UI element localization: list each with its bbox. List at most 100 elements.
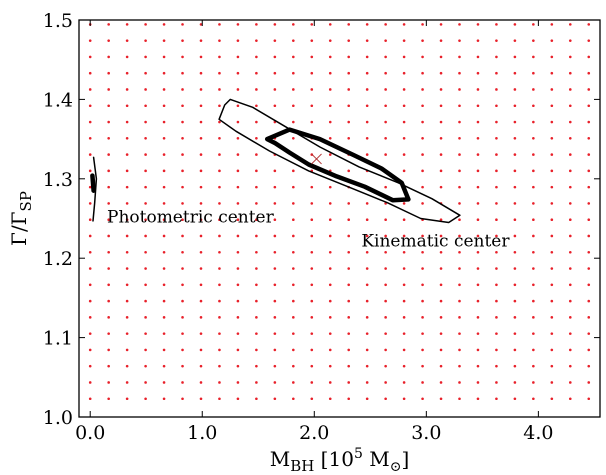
grid-point [162,364,166,368]
grid-point [513,234,517,238]
grid-point [513,23,517,26]
grid-point [347,267,351,270]
grid-point [476,55,480,59]
grid-point [421,316,424,319]
grid-point [328,185,332,189]
grid-point [587,39,591,42]
grid-point [439,316,443,319]
grid-point [476,104,480,108]
grid-point [495,23,498,26]
x-tick-label: 4.0 [523,422,553,444]
grid-point [162,153,166,156]
grid-point [107,104,110,108]
grid-point [328,348,332,352]
grid-point [495,316,498,319]
grid-point [328,71,332,75]
grid-point [273,185,277,189]
grid-point [458,364,461,368]
grid-point [402,88,406,91]
grid-point [144,71,147,75]
grid-point [513,185,517,189]
grid-point [255,218,258,221]
contour-layer [90,98,461,224]
grid-point [458,316,461,319]
grid-point [199,104,203,108]
grid-point [365,364,369,368]
grid-point [162,39,166,42]
grid-point [476,364,480,368]
grid-point [199,39,203,42]
grid-point [218,23,221,26]
grid-point [88,332,92,335]
grid-point [107,153,110,156]
grid-point [476,153,480,156]
grid-point [347,104,351,108]
grid-point [550,202,554,205]
grid-point [458,55,461,59]
grid-point [550,169,554,173]
grid-point [532,120,535,124]
grid-point [292,202,295,205]
grid-point [255,23,258,26]
grid-point [421,169,424,173]
grid-point [162,267,166,270]
grid-point [310,39,314,42]
grid-point [365,218,369,221]
grid-point [532,153,535,156]
grid-point [88,71,92,75]
grid-point [347,348,351,352]
grid-point [88,234,92,238]
grid-point [88,55,92,59]
grid-point [365,348,369,352]
grid-point [88,120,92,124]
grid-point [402,348,406,352]
grid-point [365,397,369,401]
grid-point [532,185,535,189]
grid-point [218,55,221,59]
grid-point [495,218,498,221]
grid-point [402,104,406,108]
grid-point [328,153,332,156]
grid-point [421,299,424,303]
grid-point [568,316,572,319]
grid-point [144,88,147,91]
grid-point [532,55,535,59]
grid-point [365,267,369,270]
grid-point [532,267,535,270]
grid-point [255,202,258,205]
grid-point [199,364,203,368]
grid-point [550,55,554,59]
grid-point [107,23,110,26]
grid-point [513,104,517,108]
grid-point [587,88,591,91]
grid-point [328,23,332,26]
grid-point [273,283,277,287]
grid-point [476,283,480,287]
grid-point [421,250,424,254]
grid-point [328,137,332,140]
grid-point [292,218,295,221]
grid-point [439,234,443,238]
x-tick-label: 0.0 [75,422,105,444]
grid-point [255,364,258,368]
grid-point [587,332,591,335]
grid-point [144,381,147,384]
grid-point [550,283,554,287]
grid-point [255,316,258,319]
grid-point [476,71,480,75]
grid-point [458,348,461,352]
grid-point [495,55,498,59]
grid-point [292,299,295,303]
best-fit-marker [311,153,322,165]
grid-point [458,169,461,173]
grid-point [347,55,351,59]
grid-point [587,153,591,156]
grid-point [125,283,129,287]
grid-point [439,283,443,287]
grid-point [236,316,240,319]
grid-point [273,55,277,59]
grid-point [181,364,184,368]
grid-point [365,104,369,108]
grid-point [421,348,424,352]
grid-point [421,267,424,270]
